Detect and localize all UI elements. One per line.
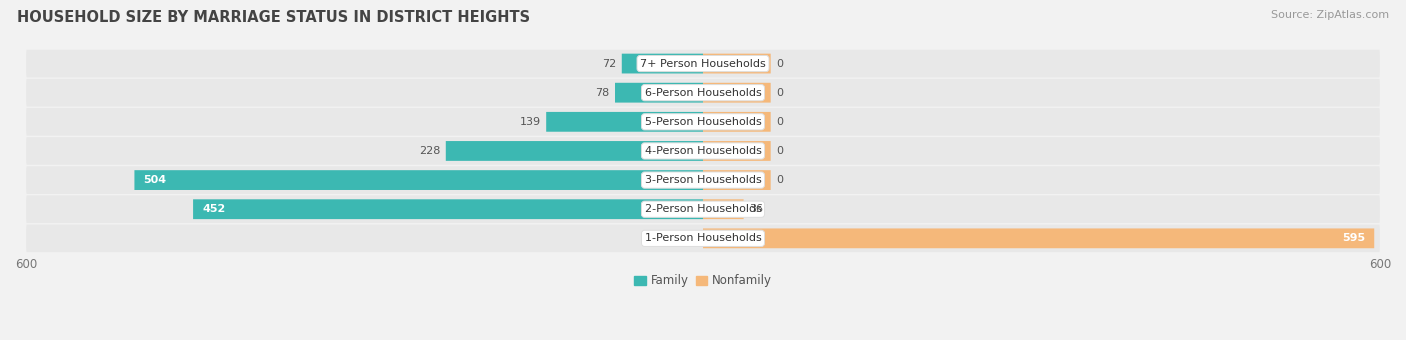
Text: 4-Person Households: 4-Person Households bbox=[644, 146, 762, 156]
Text: 595: 595 bbox=[1343, 233, 1365, 243]
Text: 5-Person Households: 5-Person Households bbox=[644, 117, 762, 127]
Text: 228: 228 bbox=[419, 146, 440, 156]
Text: 504: 504 bbox=[143, 175, 166, 185]
Text: HOUSEHOLD SIZE BY MARRIAGE STATUS IN DISTRICT HEIGHTS: HOUSEHOLD SIZE BY MARRIAGE STATUS IN DIS… bbox=[17, 10, 530, 25]
FancyBboxPatch shape bbox=[27, 137, 1379, 165]
Text: 7+ Person Households: 7+ Person Households bbox=[640, 58, 766, 69]
Text: 2-Person Households: 2-Person Households bbox=[644, 204, 762, 214]
FancyBboxPatch shape bbox=[27, 79, 1379, 106]
Legend: Family, Nonfamily: Family, Nonfamily bbox=[630, 269, 776, 292]
FancyBboxPatch shape bbox=[703, 112, 770, 132]
FancyBboxPatch shape bbox=[614, 83, 703, 103]
Text: Source: ZipAtlas.com: Source: ZipAtlas.com bbox=[1271, 10, 1389, 20]
Text: 0: 0 bbox=[776, 58, 783, 69]
FancyBboxPatch shape bbox=[703, 170, 770, 190]
FancyBboxPatch shape bbox=[546, 112, 703, 132]
FancyBboxPatch shape bbox=[703, 83, 770, 103]
Text: 0: 0 bbox=[776, 117, 783, 127]
FancyBboxPatch shape bbox=[193, 199, 703, 219]
FancyBboxPatch shape bbox=[27, 195, 1379, 223]
FancyBboxPatch shape bbox=[621, 54, 703, 73]
FancyBboxPatch shape bbox=[703, 54, 770, 73]
Text: 6-Person Households: 6-Person Households bbox=[644, 88, 762, 98]
FancyBboxPatch shape bbox=[703, 141, 770, 161]
Text: 0: 0 bbox=[776, 146, 783, 156]
Text: 36: 36 bbox=[749, 204, 763, 214]
FancyBboxPatch shape bbox=[446, 141, 703, 161]
FancyBboxPatch shape bbox=[27, 50, 1379, 78]
Text: 1-Person Households: 1-Person Households bbox=[644, 233, 762, 243]
Text: 72: 72 bbox=[602, 58, 616, 69]
FancyBboxPatch shape bbox=[27, 166, 1379, 194]
Text: 78: 78 bbox=[595, 88, 609, 98]
Text: 0: 0 bbox=[776, 175, 783, 185]
FancyBboxPatch shape bbox=[27, 108, 1379, 136]
Text: 0: 0 bbox=[776, 88, 783, 98]
FancyBboxPatch shape bbox=[135, 170, 703, 190]
FancyBboxPatch shape bbox=[27, 224, 1379, 252]
Text: 139: 139 bbox=[519, 117, 540, 127]
Text: 452: 452 bbox=[202, 204, 225, 214]
FancyBboxPatch shape bbox=[703, 199, 744, 219]
FancyBboxPatch shape bbox=[703, 228, 1374, 248]
Text: 3-Person Households: 3-Person Households bbox=[644, 175, 762, 185]
